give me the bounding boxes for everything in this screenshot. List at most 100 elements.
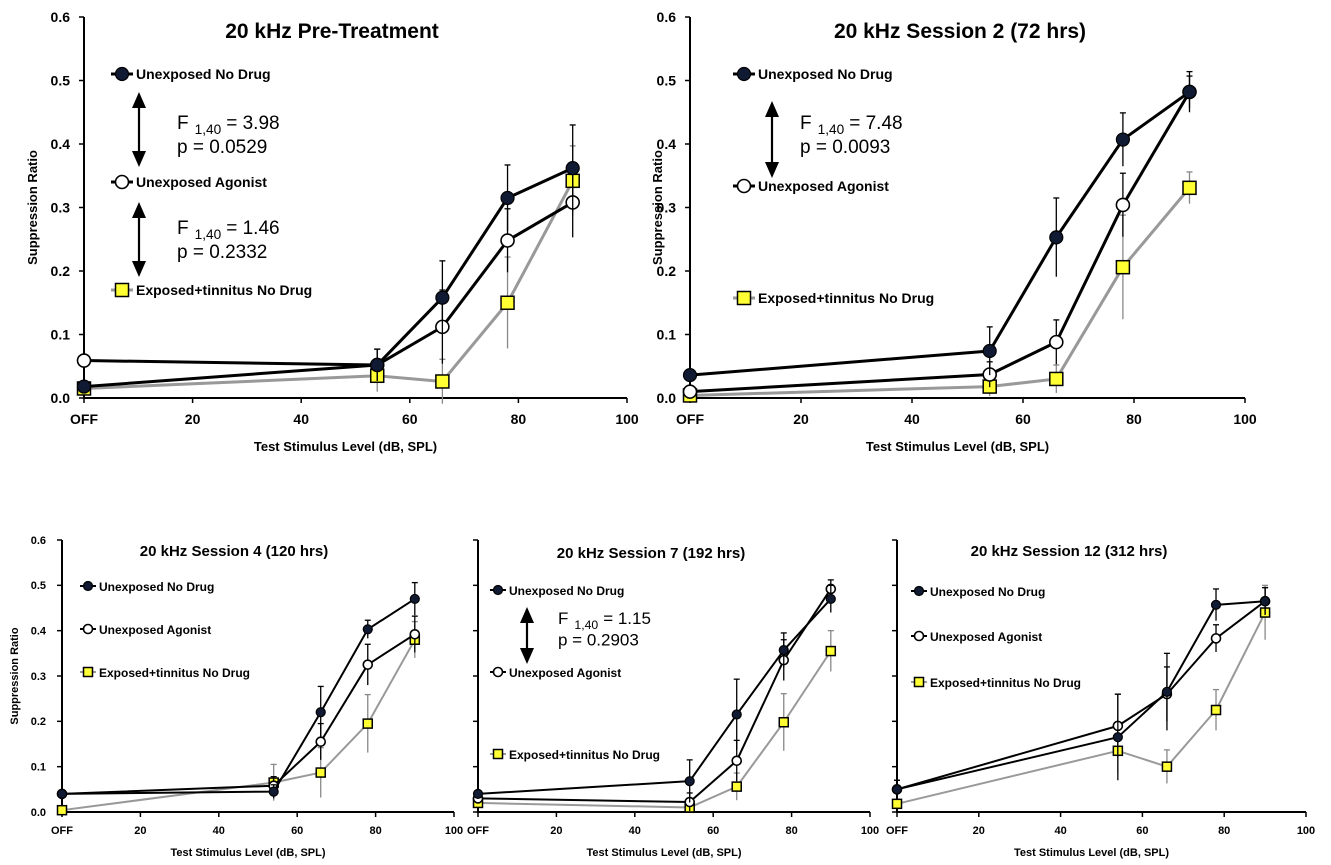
data-point — [1182, 180, 1197, 196]
legend-label: Exposed+tinnitus No Drug — [136, 282, 312, 298]
legend-entry-exposed-tinnitus-no-drug: Exposed+tinnitus No Drug — [911, 676, 1081, 690]
data-point — [472, 788, 484, 799]
x-tick-label: 20 — [550, 825, 562, 837]
x-tick-label: OFF — [70, 411, 98, 427]
legend-marker — [736, 178, 752, 194]
y-axis-label: Suppression Ratio — [9, 627, 21, 724]
f-statistic: F 1,40 = 3.98 — [177, 113, 280, 137]
data-point — [825, 593, 836, 605]
x-tick-label: 20 — [134, 825, 146, 837]
legend-label: Unexposed No Drug — [509, 584, 624, 598]
data-point — [891, 784, 903, 795]
legend-entry-unexposed-agonist: Unexposed Agonist — [733, 178, 889, 194]
legend-marker — [913, 676, 925, 688]
legend-label: Unexposed Agonist — [509, 666, 621, 680]
x-tick-label: 60 — [707, 825, 719, 837]
legend-marker — [492, 584, 504, 596]
data-point — [1049, 230, 1064, 245]
data-point — [684, 776, 695, 787]
y-tick-label: 0.4 — [51, 136, 71, 152]
data-point — [409, 593, 420, 605]
stat-annotation: F 1,40 = 7.48 p = 0.0093 — [800, 113, 903, 158]
x-tick-label: 40 — [629, 825, 641, 837]
legend-entry-unexposed-no-drug: Unexposed No Drug — [911, 585, 1045, 599]
data-point — [435, 290, 450, 305]
legend-entry-unexposed-agonist: Unexposed Agonist — [80, 623, 211, 637]
data-point — [1049, 334, 1064, 350]
legend-label: Unexposed Agonist — [758, 178, 889, 194]
legend-label: Exposed+tinnitus No Drug — [758, 290, 934, 306]
p-value: p = 0.0093 — [800, 137, 890, 158]
y-tick-label: 0.4 — [657, 136, 677, 152]
data-point — [315, 767, 326, 778]
series-unexposed-no-drug — [472, 584, 836, 803]
legend-entry-exposed-tinnitus-no-drug: Exposed+tinnitus No Drug — [111, 282, 312, 298]
series-line — [689, 90, 1191, 377]
annotation-arrow-head-up — [132, 92, 146, 108]
data-point — [1210, 633, 1222, 644]
chart-title: 20 kHz Session 7 (192 hrs) — [557, 545, 745, 562]
y-tick-label: 0.0 — [31, 807, 46, 819]
legend-marker — [492, 666, 504, 678]
data-point — [1161, 761, 1173, 772]
f-statistic: F 1,40 = 1.46 — [177, 218, 280, 242]
x-tick-label: 100 — [861, 825, 879, 837]
y-axis-label: Suppression Ratio — [25, 150, 40, 265]
data-point — [362, 624, 373, 635]
x-tick-label: OFF — [51, 825, 73, 837]
legend-entry-unexposed-no-drug: Unexposed No Drug — [490, 584, 624, 598]
data-point — [1210, 704, 1222, 716]
data-point — [435, 374, 450, 389]
stat-annotation: F 1,40 = 1.46 p = 0.2332 — [177, 218, 280, 263]
x-tick-label: 40 — [1054, 825, 1066, 837]
legend-entry-unexposed-no-drug: Unexposed No Drug — [111, 66, 271, 82]
y-tick-label: 0.5 — [657, 72, 677, 88]
legend-label: Exposed+tinnitus No Drug — [99, 666, 250, 680]
y-tick-label: 0.2 — [31, 716, 46, 728]
legend-marker — [82, 623, 94, 635]
legend-label: Unexposed Agonist — [99, 623, 211, 637]
data-point — [315, 736, 327, 748]
p-value: p = 0.0529 — [177, 137, 267, 158]
f-statistic-value: = 1.15 — [603, 609, 651, 628]
x-tick-label: 80 — [1218, 825, 1230, 837]
legend-label: Exposed+tinnitus No Drug — [509, 748, 660, 762]
x-tick-label: 60 — [1015, 411, 1031, 427]
legend-entry-exposed-tinnitus-no-drug: Exposed+tinnitus No Drug — [80, 666, 250, 680]
data-point — [409, 628, 421, 640]
legend-label: Unexposed Agonist — [136, 174, 267, 190]
data-point — [56, 788, 68, 799]
data-point — [682, 368, 698, 383]
x-tick-label: 100 — [445, 825, 463, 837]
series-unexposed-no-drug — [682, 70, 1197, 383]
data-point — [1112, 732, 1123, 743]
x-tick-label: 100 — [1233, 411, 1257, 427]
y-tick-label: 0.0 — [657, 390, 677, 406]
data-point — [1115, 197, 1131, 213]
chart-title: 20 kHz Session 4 (120 hrs) — [140, 543, 328, 560]
legend-marker — [492, 748, 504, 760]
data-point — [1210, 599, 1222, 610]
chart-panel-4: OFF 20 40 60 80 100 Test Stimulus Level (dB, S… — [467, 539, 879, 859]
y-tick-label: 0.5 — [31, 580, 46, 592]
chart-panel-3: OFF 20 40 60 80 100 0.0 0.1 0.2 0.3 0.4 0.5 0.6 Test … — [9, 535, 463, 859]
x-tick-label: 80 — [369, 825, 381, 837]
y-tick-label: 0.4 — [31, 626, 47, 638]
p-value: p = 0.2332 — [177, 242, 267, 263]
data-point — [891, 798, 903, 810]
x-tick-label: 80 — [1126, 411, 1142, 427]
x-tick-label: 40 — [904, 411, 920, 427]
x-axis-label: Test Stimulus Level (dB, SPL) — [170, 847, 325, 859]
data-point — [731, 755, 743, 767]
x-axis-label: Test Stimulus Level (dB, SPL) — [586, 847, 741, 859]
annotation-arrow-head-up — [765, 101, 779, 117]
y-tick-label: 0.6 — [51, 9, 71, 25]
legend-entry-unexposed-agonist: Unexposed Agonist — [490, 666, 621, 680]
data-point — [315, 707, 326, 718]
legend-marker — [114, 66, 130, 82]
legend-label: Unexposed Agonist — [930, 630, 1042, 644]
data-point — [1115, 132, 1131, 147]
chart-title: 20 kHz Session 2 (72 hrs) — [834, 20, 1086, 43]
data-point — [56, 804, 68, 816]
